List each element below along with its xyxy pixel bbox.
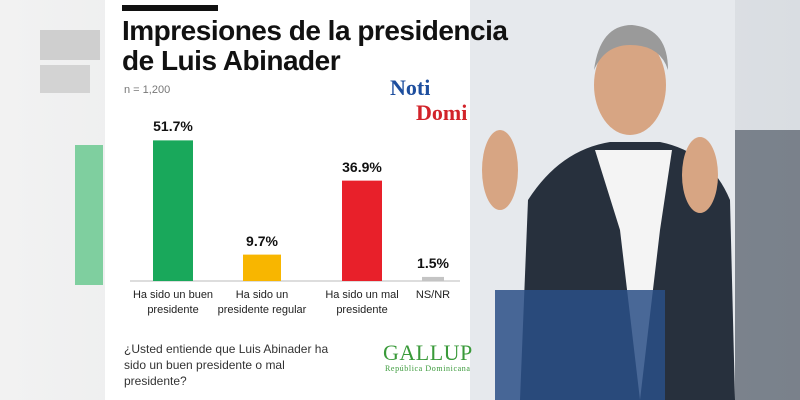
podium xyxy=(495,290,665,400)
head xyxy=(594,35,666,135)
blur-title xyxy=(40,65,90,93)
accent-bar xyxy=(122,5,218,11)
x-tick-label: Ha sido un presidente regular xyxy=(217,289,307,316)
hair xyxy=(594,25,668,70)
hand xyxy=(682,137,718,213)
logo-gallup-sub: República Dominicana xyxy=(385,364,471,373)
subtitle: n = 1,200 xyxy=(124,84,171,96)
bar xyxy=(342,180,382,281)
chart-title: Impresiones de la presidencia de Luis Ab… xyxy=(122,15,508,76)
value-label: 51.7% xyxy=(153,118,193,135)
hand xyxy=(482,130,518,210)
x-tick-label: NS/NR xyxy=(415,289,451,301)
logo-domi: Domi xyxy=(416,100,468,125)
question: ¿Usted entiende que Luis Abinader ha sid… xyxy=(124,342,329,388)
blur-bar xyxy=(75,145,103,285)
x-tick-label: Ha sido un mal presidente xyxy=(325,289,399,316)
x-tick-label: Ha sido un buen presidente xyxy=(132,289,214,316)
bar xyxy=(153,140,193,281)
blur-figure xyxy=(735,130,800,400)
bar xyxy=(243,254,281,281)
blur-title xyxy=(40,30,100,60)
shirt xyxy=(595,150,672,400)
bar xyxy=(422,276,444,281)
logo-gallup: GALLUP xyxy=(383,340,473,365)
value-label: 36.9% xyxy=(342,158,382,175)
logo-noti: Noti xyxy=(390,75,431,100)
value-label: 1.5% xyxy=(417,254,449,271)
value-label: 9.7% xyxy=(246,232,278,249)
